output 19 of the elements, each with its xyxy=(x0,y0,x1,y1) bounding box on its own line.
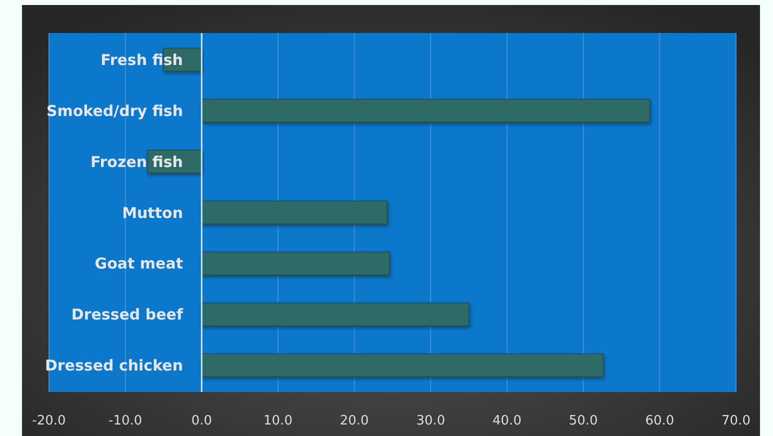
x-tick-label: 20.0 xyxy=(340,414,369,429)
bar xyxy=(201,252,390,276)
y-tick-label: Frozen fish xyxy=(90,152,183,171)
x-tick-label: 10.0 xyxy=(264,414,292,429)
y-tick-label: Goat meat xyxy=(94,254,183,273)
bar xyxy=(201,98,650,123)
x-tick-label: 0.0 xyxy=(191,414,212,429)
bar xyxy=(201,302,470,326)
bar xyxy=(201,353,604,378)
x-tick-label: 60.0 xyxy=(645,414,674,429)
x-tick-label: -10.0 xyxy=(108,414,142,429)
x-tick-label: 30.0 xyxy=(416,414,446,429)
x-tick-label: -20.0 xyxy=(32,414,66,429)
y-tick-label: Dressed beef xyxy=(71,306,184,324)
x-tick-label: 40.0 xyxy=(492,414,522,429)
x-tick-label: 70.0 xyxy=(722,414,750,429)
y-tick-label: Mutton xyxy=(122,204,183,222)
bar xyxy=(201,200,388,224)
x-tick-label: 50.0 xyxy=(568,414,598,429)
